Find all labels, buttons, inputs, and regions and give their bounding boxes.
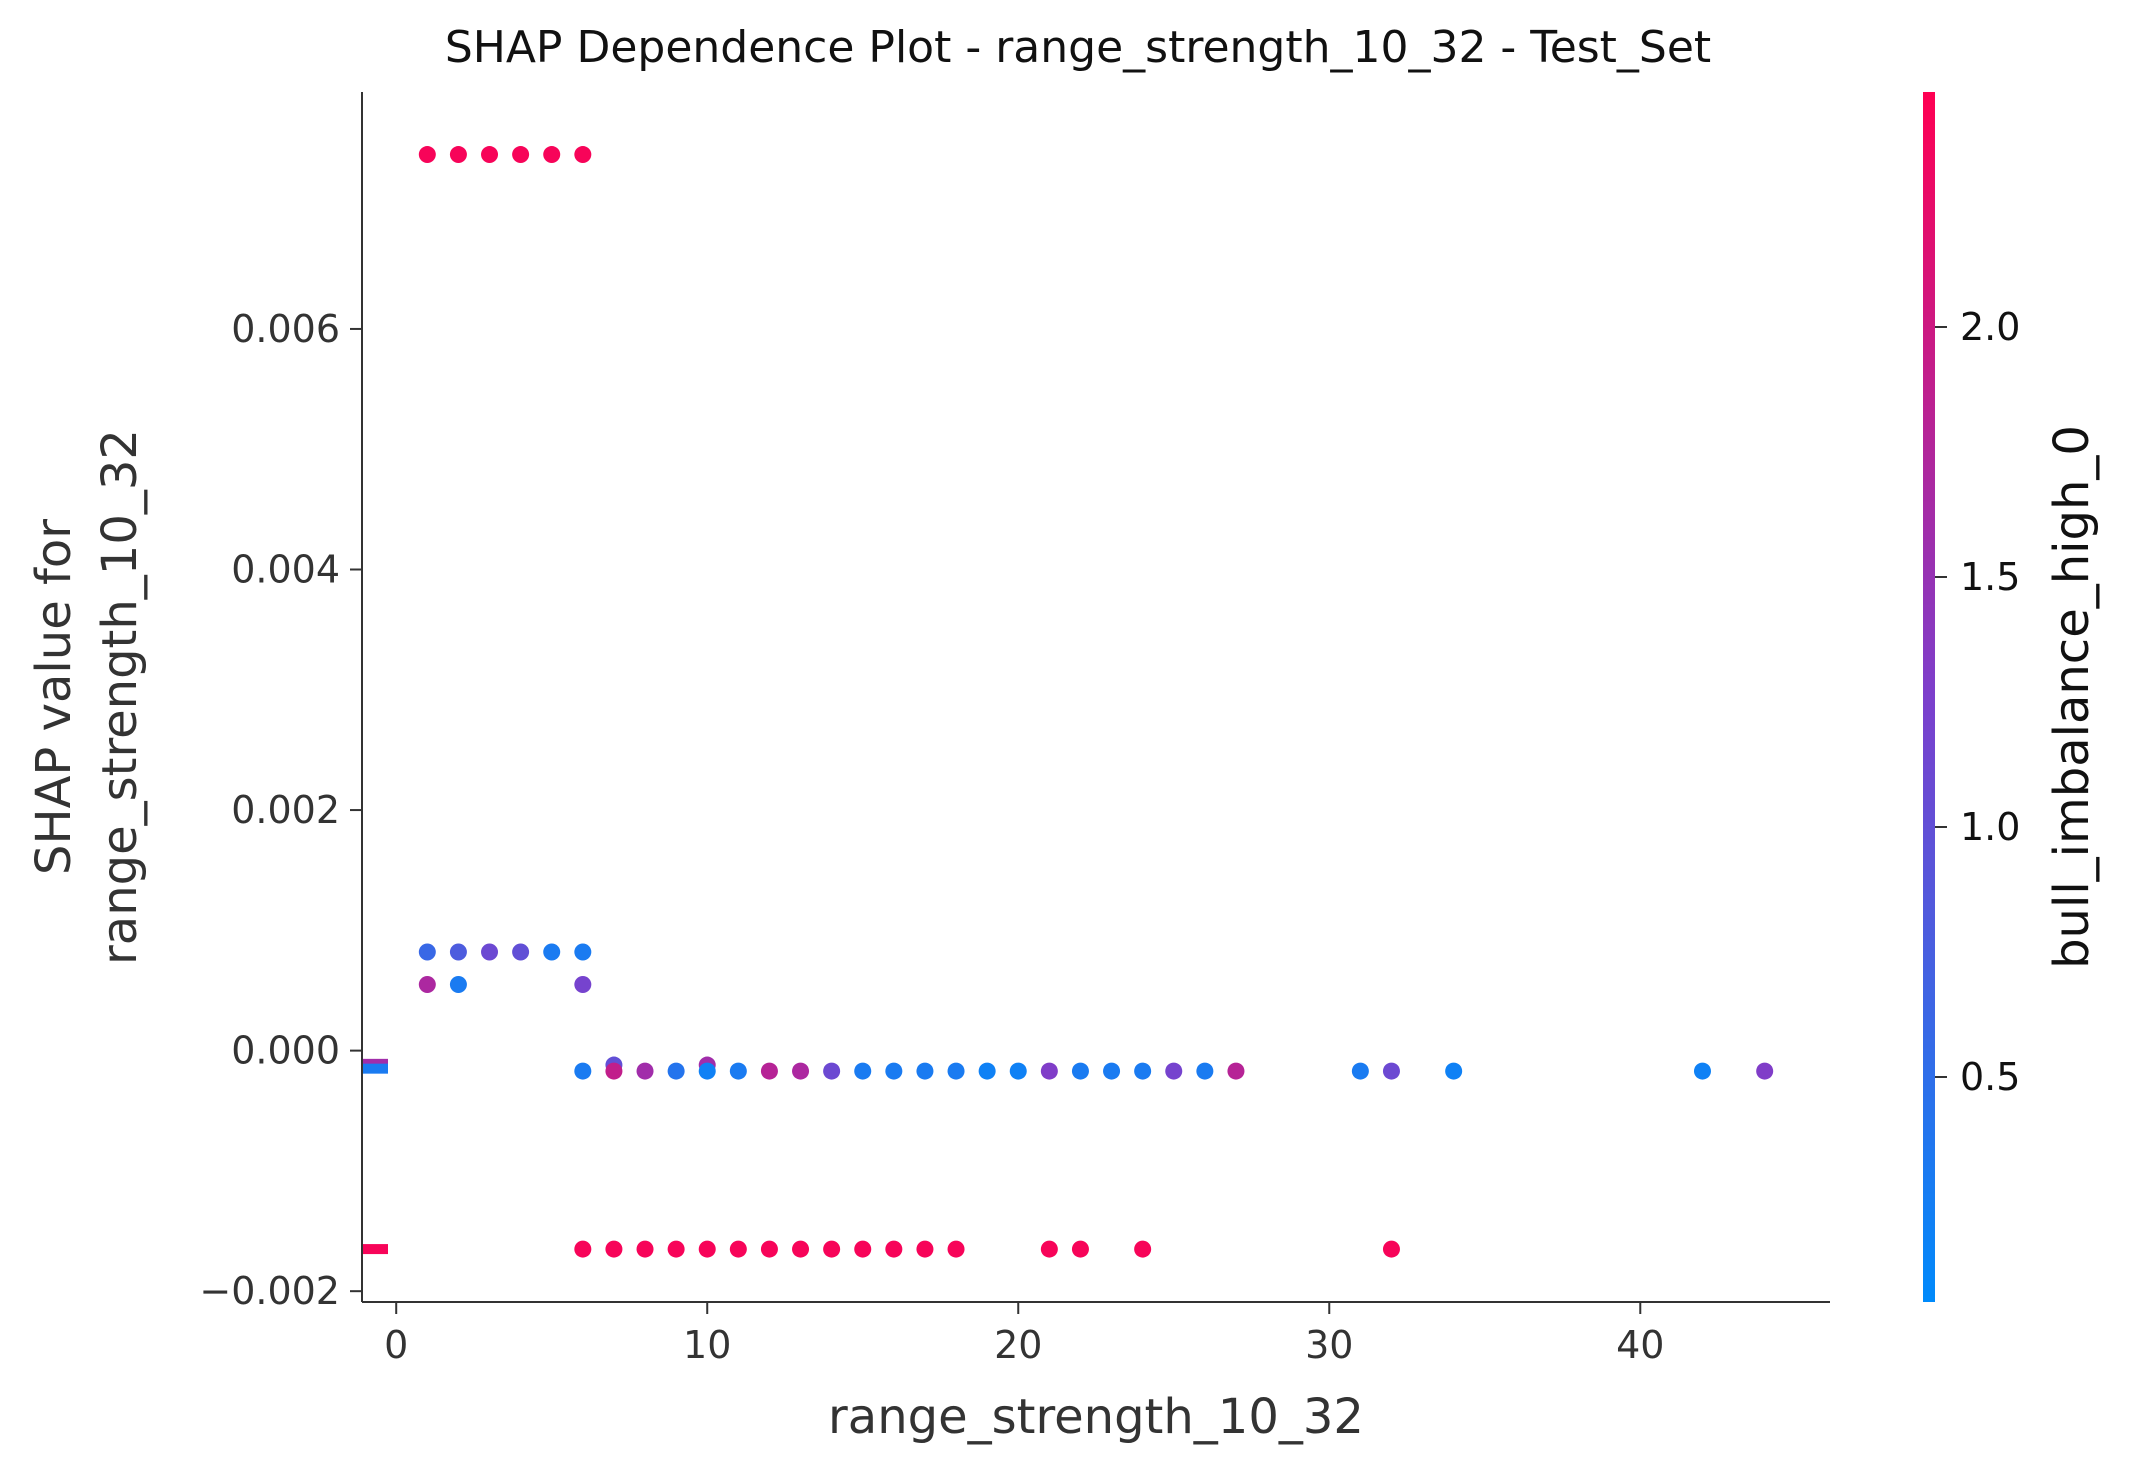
y-tick-label: −0.002 [199,1269,340,1313]
scatter-point [823,1240,841,1258]
scatter-point [823,1062,841,1080]
scatter-point [667,1240,685,1258]
scatter-point [1445,1062,1463,1080]
scatter-point [1071,1062,1089,1080]
scatter-point [1227,1062,1245,1080]
points-layer [418,146,1774,1258]
y-ticks: −0.002 0.000 0.002 0.004 0.006 [199,307,362,1313]
scatter-point [698,1240,716,1258]
y-axis-label-line-1: SHAP value for [26,519,82,875]
y-axis-label-line-2-wrap: range_strength_10_32 [92,429,148,965]
scatter-point [978,1062,996,1080]
colorbar-label: bull_imbalance_high_0 [2044,425,2100,969]
scatter-point [543,943,561,961]
colorbar-tick-label: 1.0 [1960,805,2020,849]
scatter-point [667,1062,685,1080]
colorbar-tick-label: 2.0 [1960,305,2020,349]
scatter-point [574,1062,592,1080]
scatter-point [636,1240,654,1258]
scatter-point [512,146,530,164]
missing-value-marker [362,1063,388,1074]
missing-value-marker [362,1244,388,1255]
scatter-point [760,1062,778,1080]
scatter-point [854,1240,872,1258]
scatter-point [1756,1062,1774,1080]
scatter-point [1382,1062,1400,1080]
y-tick-label: 0.004 [231,548,340,592]
colorbar-tick-label: 1.5 [1960,555,2020,599]
scatter-point [760,1240,778,1258]
scatter-point [574,943,592,961]
scatter-point [574,146,592,164]
y-tick-label: 0.006 [231,307,340,351]
scatter-point [481,146,499,164]
scatter-point [636,1062,654,1080]
scatter-point [449,943,467,961]
x-tick-label: 0 [384,1323,408,1367]
scatter-point [1103,1062,1121,1080]
scatter-point [792,1062,810,1080]
x-tick-label: 20 [994,1323,1042,1367]
colorbar [1923,92,1935,1302]
y-tick-label: 0.000 [231,1029,340,1073]
scatter-point [1009,1062,1027,1080]
x-tick-label: 10 [683,1323,731,1367]
scatter-point [418,943,436,961]
scatter-point [885,1240,903,1258]
scatter-point [574,975,592,993]
x-tick-label: 30 [1305,1323,1353,1367]
scatter-point [1351,1062,1369,1080]
scatter-point [1196,1062,1214,1080]
y-axis-label: SHAP value for [26,519,82,875]
scatter-point [1382,1240,1400,1258]
scatter-point [605,1240,623,1258]
scatter-point [698,1062,716,1080]
scatter-point [543,146,561,164]
scatter-point [481,943,499,961]
scatter-point [947,1062,965,1080]
scatter-point [512,943,530,961]
scatter-point [449,146,467,164]
scatter-point [1165,1062,1183,1080]
colorbar-ticks: 0.5 1.0 1.5 2.0 [1935,305,2020,1099]
scatter-point [605,1062,623,1080]
x-ticks: 0 10 20 30 40 [384,1302,1664,1367]
scatter-point [418,146,436,164]
colorbar-tick-label: 0.5 [1960,1055,2020,1099]
scatter-point [885,1062,903,1080]
scatter-point [947,1240,965,1258]
scatter-point [729,1240,747,1258]
scatter-point [916,1240,934,1258]
y-tick-label: 0.002 [231,788,340,832]
scatter-point [1040,1062,1058,1080]
scatter-point [792,1240,810,1258]
scatter-point [449,975,467,993]
scatter-point [1693,1062,1711,1080]
y-axis-label-line-2: range_strength_10_32 [92,429,148,965]
scatter-point [418,975,436,993]
scatter-point [574,1240,592,1258]
chart-title: SHAP Dependence Plot - range_strength_10… [445,22,1711,73]
x-axis-label: range_strength_10_32 [828,1389,1364,1445]
scatter-point [1134,1062,1152,1080]
scatter-point [1040,1240,1058,1258]
scatter-point [854,1062,872,1080]
scatter-point [1071,1240,1089,1258]
missing-markers-layer [362,1058,388,1255]
scatter-point [1134,1240,1152,1258]
scatter-point [916,1062,934,1080]
scatter-point [729,1062,747,1080]
x-tick-label: 40 [1616,1323,1664,1367]
